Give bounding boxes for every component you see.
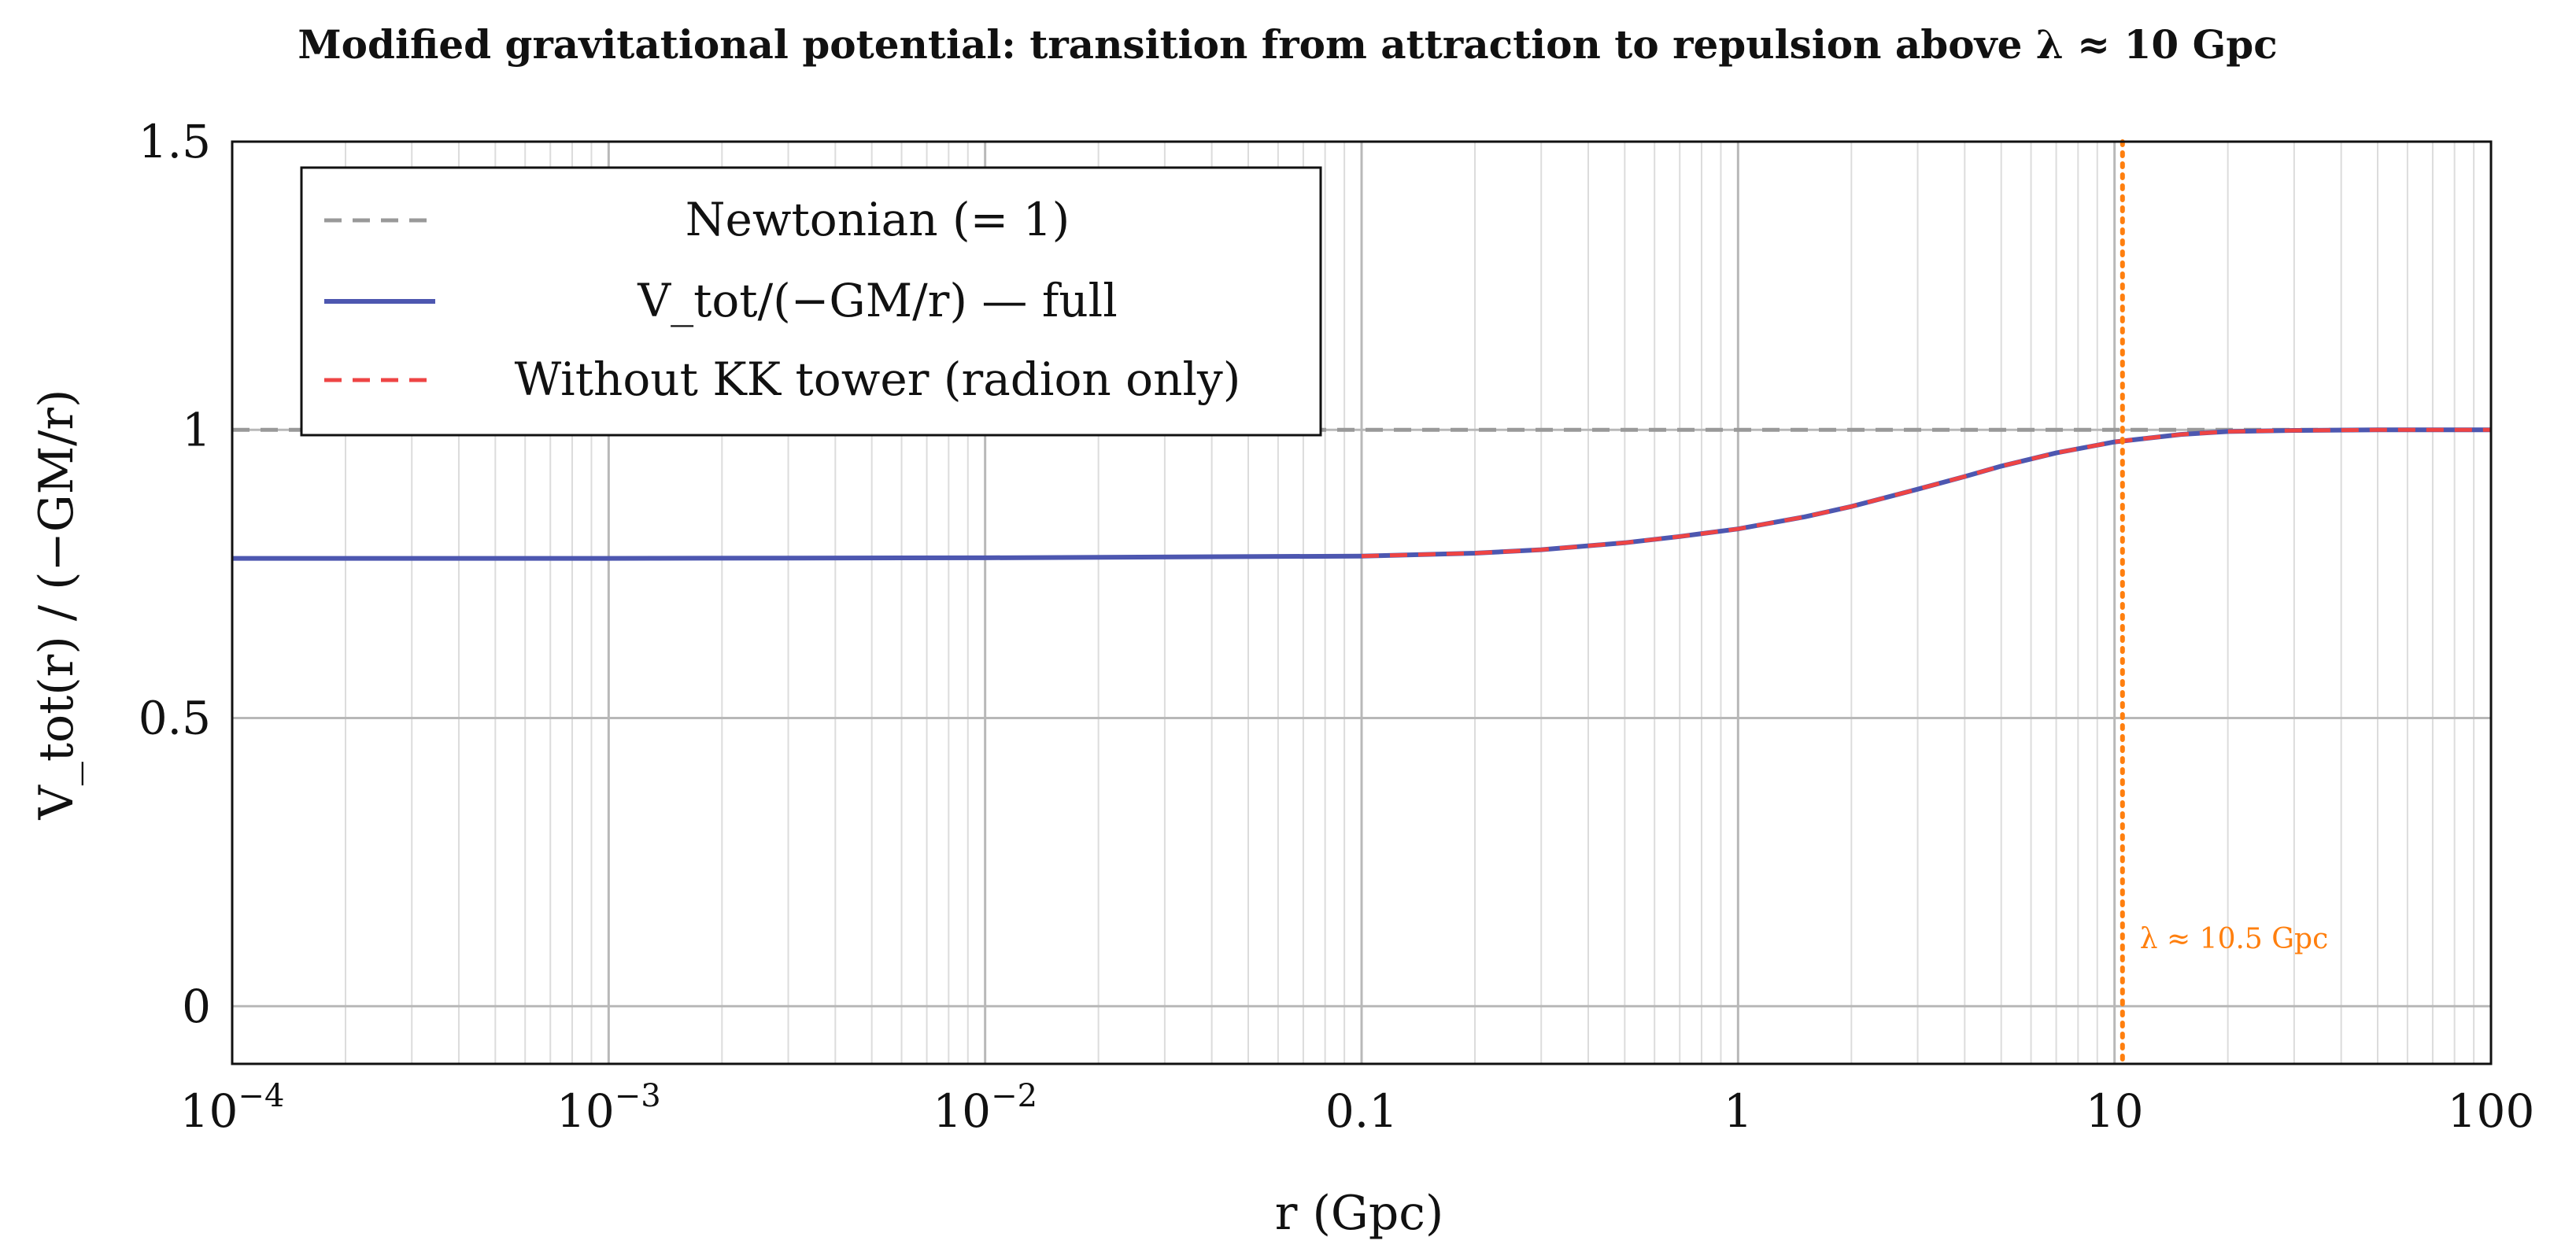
threshold-label: λ ≈ 10.5 Gpc	[2140, 923, 2328, 955]
y-tick-label: 1.5	[139, 115, 211, 168]
x-tick-label: 100	[2448, 1084, 2535, 1138]
x-tick-labels: 10−4 10−3 10−2 0.1 1 10 100	[180, 1078, 2535, 1138]
legend-label: V_tot/(−GM/r) — full	[637, 274, 1118, 327]
x-tick-label: 10	[2086, 1084, 2144, 1138]
y-tick-labels: 0 0.5 1 1.5	[139, 115, 211, 1033]
chart-title: Modified gravitational potential: transi…	[298, 21, 2277, 68]
legend: Newtonian (= 1) V_tot/(−GM/r) — full Witho…	[300, 166, 1322, 437]
plot-frame	[231, 140, 2493, 1065]
series-line-3	[1361, 427, 2491, 559]
x-tick-label: 10−4	[180, 1078, 285, 1138]
x-tick-label: 10−2	[933, 1078, 1037, 1138]
y-tick-label: 1	[182, 403, 211, 456]
legend-box	[300, 166, 1322, 437]
annotation-layer: λ ≈ 10.5 Gpc	[2120, 139, 2328, 1066]
y-axis-label: V_tot(r) / (−GM/r)	[29, 390, 84, 821]
y-tick-label: 0.5	[139, 692, 211, 745]
x-tick-label: 10−3	[556, 1078, 661, 1138]
legend-label: Newtonian (= 1)	[686, 193, 1070, 246]
x-tick-label: 0.1	[1325, 1084, 1398, 1138]
x-axis-label: r (Gpc)	[1275, 1186, 1444, 1241]
x-tick-label: 1	[1724, 1084, 1753, 1138]
y-tick-label: 0	[182, 980, 211, 1033]
legend-label: Without KK tower (radion only)	[515, 353, 1241, 406]
